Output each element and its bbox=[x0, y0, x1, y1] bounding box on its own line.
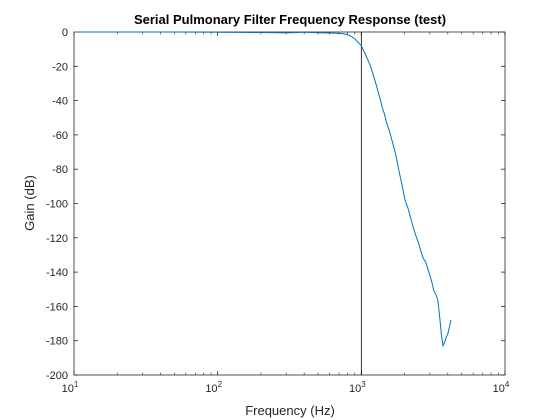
x-axis-label: Frequency (Hz) bbox=[245, 403, 335, 418]
x-tick-label: 103 bbox=[349, 380, 366, 395]
y-tick-label: -160 bbox=[46, 301, 68, 313]
y-tick-label: -140 bbox=[46, 267, 68, 279]
y-tick-label: -20 bbox=[52, 61, 68, 73]
gain-series-line bbox=[74, 31, 452, 348]
plot-area: 0 -20 -40 -60 -80 -100 -120 -140 -160 -180 -200101… bbox=[46, 27, 510, 395]
axes-box bbox=[73, 31, 506, 376]
x-tick-label: 101 bbox=[62, 380, 79, 395]
y-tick-label: -100 bbox=[46, 199, 68, 211]
y-tick-label: 0 bbox=[62, 27, 68, 39]
y-axis-label: Gain (dB) bbox=[22, 175, 37, 231]
x-tick-label: 104 bbox=[493, 380, 510, 395]
chart-title: Serial Pulmonary Filter Frequency Respon… bbox=[134, 12, 446, 27]
y-tick-label: -180 bbox=[46, 336, 68, 348]
y-tick-label: -80 bbox=[52, 164, 68, 176]
x-tick-label: 102 bbox=[205, 380, 222, 395]
y-tick-label: -60 bbox=[52, 130, 68, 142]
y-tick-label: -120 bbox=[46, 233, 68, 245]
y-tick-label: -40 bbox=[52, 96, 68, 108]
y-tick-label: -200 bbox=[46, 370, 68, 382]
